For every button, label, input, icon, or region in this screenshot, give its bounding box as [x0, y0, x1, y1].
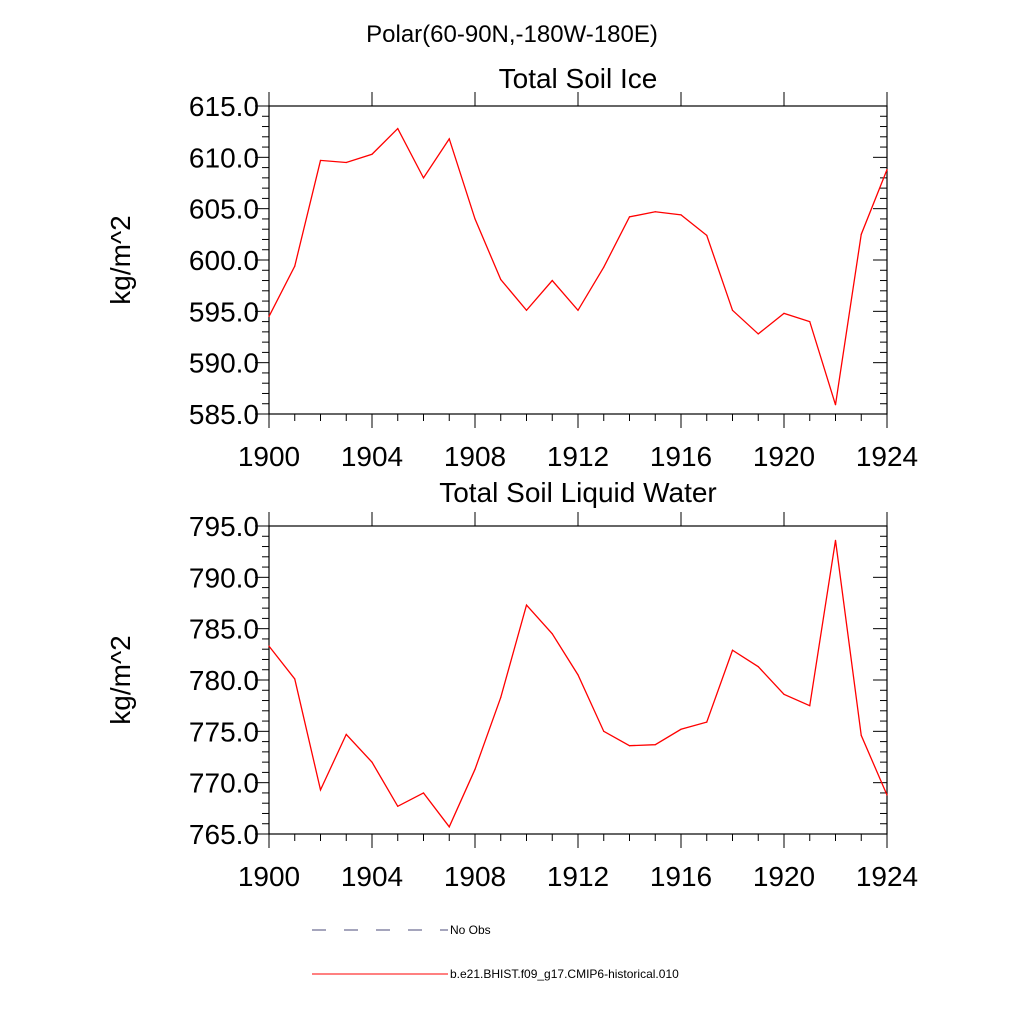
data-point — [551, 633, 553, 635]
data-point — [654, 211, 656, 213]
data-point — [319, 159, 322, 162]
data-point — [577, 674, 579, 676]
y-axis-label: kg/m^2 — [105, 215, 136, 304]
data-point — [397, 805, 399, 807]
x-tick-label: 1916 — [650, 861, 712, 892]
data-point — [268, 315, 270, 318]
data-point — [577, 309, 579, 311]
y-tick-label: 790.0 — [189, 562, 259, 593]
x-tick-label: 1920 — [753, 441, 815, 472]
data-point — [860, 233, 862, 235]
legend-label-2: b.e21.BHIST.f09_g17.CMIP6-historical.010 — [450, 967, 679, 981]
data-point — [834, 404, 837, 406]
data-point — [783, 693, 785, 695]
data-point — [809, 705, 811, 707]
figure-suptitle: Polar(60-90N,-180W-180E) — [366, 21, 658, 48]
data-point — [628, 745, 631, 747]
y-tick-label: 775.0 — [189, 716, 259, 747]
x-tick-label: 1904 — [341, 441, 403, 472]
data-point — [731, 649, 734, 651]
x-tick-label: 1912 — [547, 441, 609, 472]
data-point — [783, 312, 785, 314]
x-tick-label: 1908 — [444, 861, 506, 892]
x-tick-label: 1920 — [753, 861, 815, 892]
chart-title: Total Soil Liquid Water — [439, 477, 717, 508]
data-point — [268, 645, 270, 647]
data-point — [834, 539, 837, 541]
legend-label-1: No Obs — [450, 923, 491, 937]
data-point — [525, 309, 528, 311]
chart-title: Total Soil Ice — [499, 63, 658, 94]
data-point — [886, 169, 888, 171]
data-point — [319, 789, 322, 791]
y-tick-label: 795.0 — [189, 511, 259, 542]
data-point — [809, 321, 811, 323]
data-point — [603, 266, 605, 268]
x-tick-label: 1924 — [856, 861, 918, 892]
plot-frame — [268, 105, 888, 415]
x-tick-label: 1900 — [238, 861, 300, 892]
data-point — [500, 696, 502, 699]
y-tick-label: 600.0 — [189, 245, 259, 276]
data-point — [345, 161, 347, 164]
chart-panel-2: Total Soil Liquid Water kg/m^2 765.0 770.0 7… — [105, 477, 918, 892]
chart-panel-1: Total Soil Ice kg/m^2 585.0 590.0 595.0 600.0… — [105, 63, 918, 472]
x-tick-label: 1908 — [444, 441, 506, 472]
y-tick-label: 785.0 — [189, 614, 259, 645]
data-point — [371, 761, 373, 763]
data-point — [706, 721, 708, 723]
y-tick-label: 615.0 — [189, 91, 259, 122]
data-point — [422, 177, 425, 179]
data-point — [525, 604, 528, 606]
data-point — [886, 794, 888, 796]
y-tick-label: 610.0 — [189, 142, 259, 173]
data-point — [294, 678, 296, 680]
y-tick-label: 605.0 — [189, 194, 259, 225]
y-tick-label: 765.0 — [189, 819, 259, 850]
data-point — [500, 278, 502, 281]
data-point — [757, 333, 759, 335]
x-tick-label: 1912 — [547, 861, 609, 892]
data-point — [345, 733, 347, 736]
data-point — [628, 216, 631, 218]
data-point — [706, 234, 708, 236]
data-point — [654, 744, 656, 746]
data-point — [731, 309, 734, 311]
data-point — [680, 728, 682, 730]
data-point — [448, 138, 450, 140]
data-point — [860, 734, 862, 737]
x-tick-label: 1924 — [856, 441, 918, 472]
data-point — [397, 127, 399, 130]
data-point — [371, 153, 373, 155]
data-point — [474, 218, 476, 220]
legend: No Obs b.e21.BHIST.f09_g17.CMIP6-historic… — [312, 923, 679, 981]
data-point — [757, 666, 759, 668]
data-point — [680, 214, 682, 216]
y-tick-label: 595.0 — [189, 296, 259, 327]
x-tick-label: 1904 — [341, 861, 403, 892]
data-point — [474, 768, 476, 770]
x-tick-label: 1900 — [238, 441, 300, 472]
x-tick-label: 1916 — [650, 441, 712, 472]
y-tick-label: 585.0 — [189, 399, 259, 430]
y-tick-label: 780.0 — [189, 665, 259, 696]
series-line-1 — [268, 540, 888, 829]
data-point — [294, 265, 296, 267]
data-point — [551, 279, 553, 282]
data-point — [448, 826, 450, 828]
y-axis-label: kg/m^2 — [105, 635, 136, 724]
data-point — [603, 730, 605, 732]
y-tick-label: 590.0 — [189, 348, 259, 379]
plot-frame — [268, 525, 888, 835]
data-point — [422, 792, 425, 794]
series-line-1 — [268, 127, 888, 405]
y-tick-label: 770.0 — [189, 768, 259, 799]
